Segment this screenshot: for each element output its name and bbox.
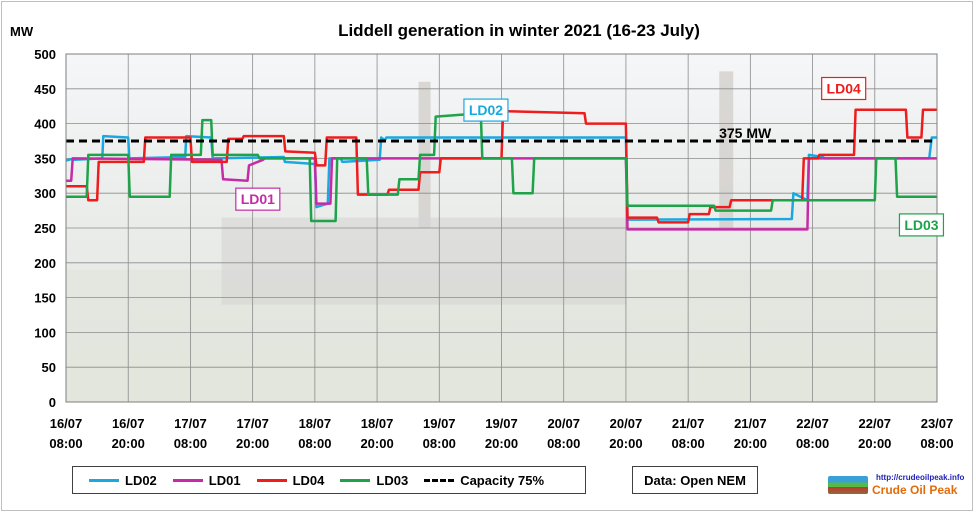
annotation-box — [235, 187, 281, 211]
annotation-375-mw: 375 MW — [719, 125, 772, 141]
logo-url: http://crudeoilpeak.info — [876, 473, 965, 482]
x-tick-label: 20:00 — [360, 436, 393, 451]
y-axis-label: MW — [10, 24, 34, 39]
y-tick-label: 350 — [34, 151, 56, 166]
legend-item-ld01: LD01 — [172, 472, 241, 488]
legend-label: LD01 — [208, 472, 241, 488]
x-tick-label: 20/07 — [547, 416, 580, 431]
x-tick-label: 08:00 — [423, 436, 456, 451]
annotation-text: LD01 — [241, 191, 275, 207]
x-tick-label: 08:00 — [672, 436, 705, 451]
x-tick-label: 16/07 — [50, 416, 83, 431]
annotation-text: LD03 — [904, 217, 938, 233]
x-tick-label: 17/07 — [236, 416, 269, 431]
data-source-label: Data: Open NEM — [632, 466, 758, 494]
x-tick-label: 08:00 — [49, 436, 82, 451]
series-layer — [65, 108, 937, 231]
y-tick-label: 100 — [34, 325, 56, 340]
legend-label: LD04 — [292, 472, 325, 488]
series-line-ld03 — [66, 111, 937, 223]
legend-swatch — [89, 478, 119, 482]
background-power-station — [221, 217, 626, 305]
legend-swatch — [172, 478, 203, 482]
x-tick-label: 08:00 — [298, 436, 331, 451]
labels: LD02 LD01 LD04 LD03 375 MW — [235, 76, 945, 237]
x-tick-label: 18/07 — [299, 416, 332, 431]
x-tick-label: 08:00 — [796, 436, 829, 451]
x-tick-label: 20/07 — [610, 416, 643, 431]
x-tick-label: 22/07 — [796, 416, 829, 431]
x-tick-label: 19/07 — [423, 416, 456, 431]
x-tick-label: 22/07 — [859, 416, 892, 431]
annotation-ld01: LD01 — [235, 187, 281, 211]
x-tick-label: 19/07 — [485, 416, 518, 431]
crude-oil-peak-logo: http://crudeoilpeak.info Crude Oil Peak — [828, 473, 968, 498]
legend: LD02 LD01 LD04 LD03 Capacity 75% — [72, 466, 586, 494]
series-line-ld04 — [66, 108, 937, 224]
x-tick-label: 21/07 — [672, 416, 705, 431]
annotation-ld04: LD04 — [821, 76, 867, 101]
y-tick-label: 250 — [34, 221, 56, 236]
annotation-box — [898, 213, 945, 237]
x-tick-label: 20:00 — [236, 436, 269, 451]
annotation-box — [463, 98, 509, 122]
x-tick-label: 17/07 — [174, 416, 207, 431]
background-chimney — [719, 71, 734, 229]
logo-image-icon — [828, 476, 868, 494]
y-tick-label: 500 — [34, 47, 56, 62]
x-tick-label: 23/07 — [921, 416, 954, 431]
chart-title: Liddell generation in winter 2021 (16-23… — [338, 21, 700, 40]
x-tick-label: 08:00 — [547, 436, 580, 451]
y-tick-label: 150 — [34, 291, 56, 306]
x-tick-label: 08:00 — [174, 436, 207, 451]
annotation-text: LD02 — [469, 102, 503, 118]
legend-swatch — [424, 478, 455, 482]
y-tick-label: 450 — [34, 82, 56, 97]
y-tick-label: 300 — [34, 186, 56, 201]
y-tick-label: 0 — [49, 395, 56, 410]
legend-item-capacity-75-: Capacity 75% — [424, 473, 544, 488]
y-tick-label: 50 — [42, 360, 56, 375]
legend-item-ld02: LD02 — [89, 473, 157, 488]
x-tick-label: 21/07 — [734, 416, 767, 431]
x-tick-label: 20:00 — [485, 436, 518, 451]
annotation-box — [821, 76, 867, 101]
legend-label: Capacity 75% — [460, 472, 545, 488]
y-tick-label: 400 — [34, 117, 56, 132]
x-tick-label: 20:00 — [609, 436, 642, 451]
axes: 0 50 100 150 200 250 300 350 400 450 500 16/07 08:00… — [34, 47, 953, 451]
annotation-text: LD04 — [827, 80, 861, 96]
logo-name: Crude Oil Peak — [872, 483, 958, 497]
x-tick-label: 20:00 — [112, 436, 145, 451]
x-tick-label: 08:00 — [920, 436, 953, 451]
annotation-ld02: LD02 — [463, 98, 509, 122]
x-tick-label: 20:00 — [858, 436, 891, 451]
annotation-ld03: LD03 — [898, 213, 945, 237]
x-tick-label: 16/07 — [112, 416, 145, 431]
x-tick-label: 20:00 — [734, 436, 767, 451]
legend-item-ld04: LD04 — [256, 472, 325, 488]
legend-swatch — [256, 478, 287, 482]
legend-label: LD02 — [125, 472, 157, 488]
legend-swatch — [340, 478, 371, 482]
y-tick-label: 200 — [34, 256, 56, 271]
legend-label: LD03 — [376, 472, 409, 488]
x-tick-label: 18/07 — [361, 416, 394, 431]
legend-item-ld03: LD03 — [340, 473, 408, 488]
annotation-text: 375 MW — [719, 125, 772, 141]
